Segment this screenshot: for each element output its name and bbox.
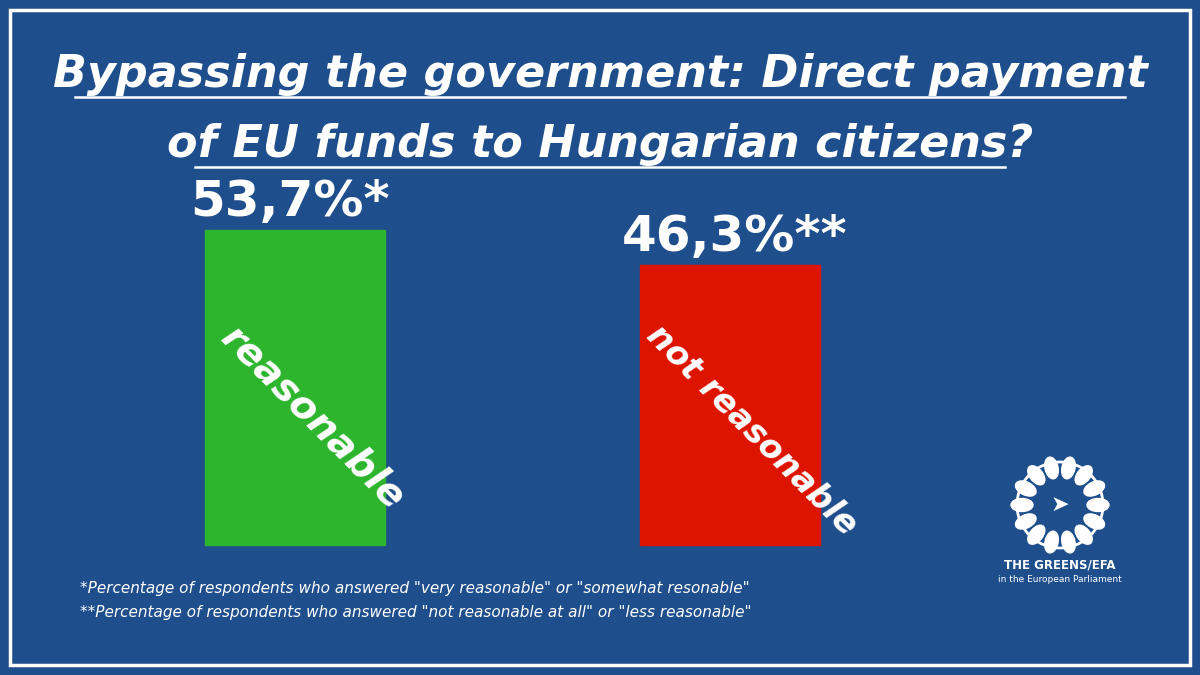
Ellipse shape — [1075, 525, 1092, 544]
Ellipse shape — [1027, 525, 1045, 544]
Bar — [640, 265, 820, 545]
Ellipse shape — [1062, 531, 1075, 553]
Ellipse shape — [1045, 531, 1058, 553]
Ellipse shape — [1015, 481, 1036, 496]
Circle shape — [1037, 481, 1084, 529]
Ellipse shape — [1084, 481, 1104, 496]
Ellipse shape — [1075, 466, 1092, 485]
Text: 53,7%*: 53,7%* — [190, 178, 390, 226]
Ellipse shape — [1010, 499, 1033, 512]
Text: reasonable: reasonable — [214, 318, 413, 517]
Text: not reasonable: not reasonable — [641, 319, 864, 541]
Ellipse shape — [1045, 457, 1058, 479]
Ellipse shape — [1087, 499, 1109, 512]
Text: 46,3%**: 46,3%** — [622, 213, 848, 261]
Ellipse shape — [1027, 466, 1045, 485]
Text: of EU funds to Hungarian citizens?: of EU funds to Hungarian citizens? — [167, 124, 1033, 167]
Bar — [205, 230, 385, 545]
Text: **Percentage of respondents who answered "not reasonable at all" or "less reason: **Percentage of respondents who answered… — [80, 605, 751, 620]
Text: in the European Parliament: in the European Parliament — [998, 574, 1122, 583]
Text: THE GREENS/EFA: THE GREENS/EFA — [1004, 558, 1116, 572]
Text: ➤: ➤ — [1051, 495, 1069, 515]
Ellipse shape — [1062, 457, 1075, 479]
Ellipse shape — [1015, 514, 1036, 529]
Text: Bypassing the government: Direct payment: Bypassing the government: Direct payment — [53, 53, 1147, 97]
Text: *Percentage of respondents who answered "very reasonable" or "somewhat resonable: *Percentage of respondents who answered … — [80, 580, 750, 595]
Ellipse shape — [1084, 514, 1104, 529]
